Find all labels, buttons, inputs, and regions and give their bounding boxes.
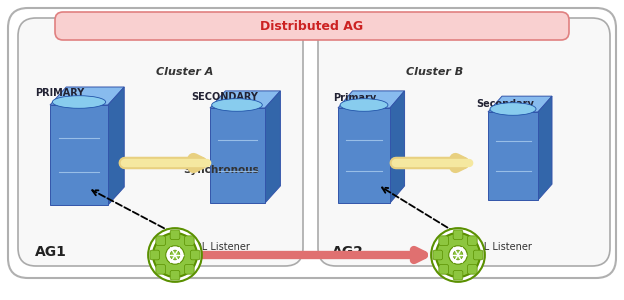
FancyBboxPatch shape xyxy=(185,236,194,245)
FancyBboxPatch shape xyxy=(490,109,536,119)
FancyBboxPatch shape xyxy=(474,250,483,260)
FancyBboxPatch shape xyxy=(467,236,477,245)
FancyBboxPatch shape xyxy=(8,8,616,278)
Polygon shape xyxy=(338,91,404,108)
Text: SECONDARY: SECONDARY xyxy=(192,92,258,102)
FancyBboxPatch shape xyxy=(156,265,165,274)
Circle shape xyxy=(436,233,480,277)
Circle shape xyxy=(449,246,467,264)
FancyBboxPatch shape xyxy=(488,112,538,200)
Ellipse shape xyxy=(52,106,105,118)
Ellipse shape xyxy=(52,96,105,108)
FancyBboxPatch shape xyxy=(453,270,463,280)
Polygon shape xyxy=(390,91,404,203)
FancyBboxPatch shape xyxy=(190,250,200,260)
Text: PRIMARY: PRIMARY xyxy=(36,88,85,98)
FancyBboxPatch shape xyxy=(439,236,449,245)
Polygon shape xyxy=(488,96,552,112)
Polygon shape xyxy=(210,91,280,108)
Polygon shape xyxy=(50,87,124,105)
Ellipse shape xyxy=(340,99,388,111)
FancyBboxPatch shape xyxy=(52,102,105,112)
FancyBboxPatch shape xyxy=(340,105,388,115)
Text: Cluster B: Cluster B xyxy=(406,67,464,77)
Text: SQL Listener: SQL Listener xyxy=(188,242,250,252)
FancyBboxPatch shape xyxy=(433,250,442,260)
Ellipse shape xyxy=(490,112,536,125)
FancyBboxPatch shape xyxy=(150,250,160,260)
Circle shape xyxy=(166,246,184,264)
Circle shape xyxy=(431,228,485,282)
Text: Primary: Primary xyxy=(333,93,377,103)
Ellipse shape xyxy=(212,109,262,121)
FancyBboxPatch shape xyxy=(467,265,477,274)
Circle shape xyxy=(453,250,463,260)
Text: Synchronous: Synchronous xyxy=(183,165,259,175)
Circle shape xyxy=(170,250,180,260)
FancyBboxPatch shape xyxy=(18,18,303,266)
Text: AG1: AG1 xyxy=(35,245,67,259)
FancyBboxPatch shape xyxy=(439,265,449,274)
FancyBboxPatch shape xyxy=(212,105,262,115)
Polygon shape xyxy=(538,96,552,200)
FancyBboxPatch shape xyxy=(210,108,265,203)
FancyBboxPatch shape xyxy=(318,18,610,266)
FancyBboxPatch shape xyxy=(170,230,180,240)
Ellipse shape xyxy=(212,99,262,111)
FancyBboxPatch shape xyxy=(338,108,390,203)
FancyBboxPatch shape xyxy=(170,270,180,280)
FancyBboxPatch shape xyxy=(55,12,569,40)
FancyBboxPatch shape xyxy=(185,265,194,274)
Text: Cluster A: Cluster A xyxy=(157,67,213,77)
Text: Distributed AG: Distributed AG xyxy=(260,20,364,32)
Circle shape xyxy=(153,233,197,277)
FancyBboxPatch shape xyxy=(50,105,108,205)
Ellipse shape xyxy=(340,109,388,121)
Polygon shape xyxy=(265,91,280,203)
Text: SQL Listener: SQL Listener xyxy=(470,242,532,252)
Circle shape xyxy=(148,228,202,282)
Polygon shape xyxy=(108,87,124,205)
FancyBboxPatch shape xyxy=(156,236,165,245)
Ellipse shape xyxy=(490,103,536,115)
Text: Secondary: Secondary xyxy=(476,99,534,109)
Text: AG2: AG2 xyxy=(332,245,364,259)
FancyBboxPatch shape xyxy=(453,230,463,240)
